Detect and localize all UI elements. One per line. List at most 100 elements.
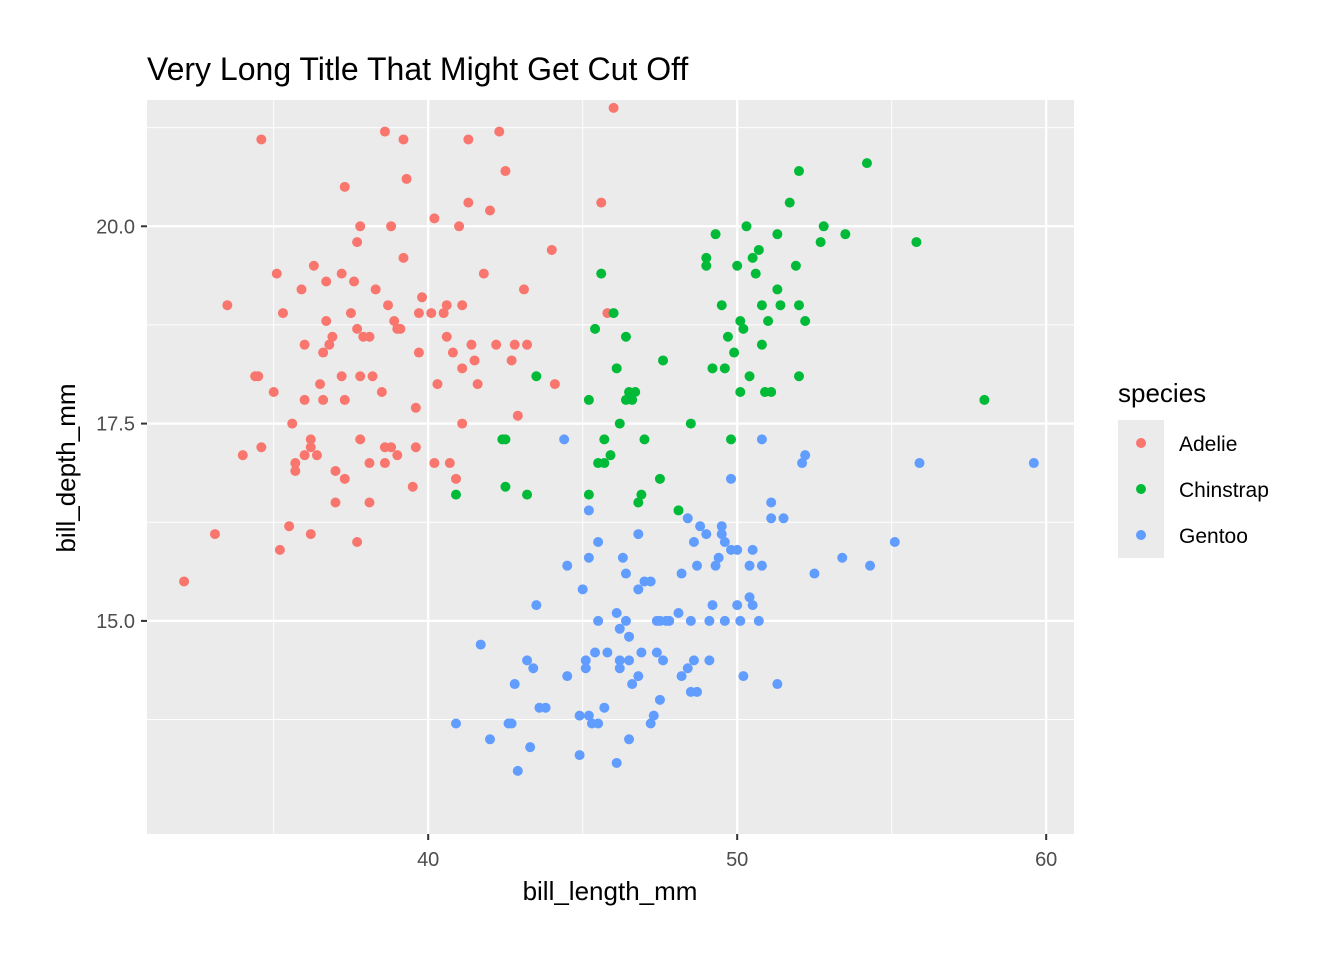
data-point [707,363,718,374]
data-point [540,702,551,713]
data-point [324,339,335,350]
series-adelie [179,102,619,587]
data-point [454,221,465,232]
data-point [763,315,774,326]
data-point [747,544,758,555]
data-point [685,418,696,429]
data-point [633,529,644,540]
data-point [305,434,316,445]
data-point [633,671,644,682]
data-point [345,308,356,319]
data-point [352,323,363,334]
data-point [478,268,489,279]
data-point [364,331,375,342]
data-point [648,710,659,721]
data-point [692,560,703,571]
data-point [747,252,758,263]
data-point [695,521,706,532]
major-gridlines [147,100,1074,834]
data-point [290,465,301,476]
data-point [336,371,347,382]
data-point [457,300,468,311]
y-axis-title: bill_depth_mm [51,383,81,552]
data-point [716,529,727,540]
legend-label-chinstrap: Chinstrap [1179,479,1269,502]
data-point [596,197,607,208]
data-point [914,458,925,469]
data-point [744,371,755,382]
data-point [707,600,718,611]
data-point [599,702,610,713]
data-point [417,292,428,303]
x-tick-label: 60 [1035,849,1057,871]
data-point [630,387,641,398]
data-point [624,655,635,666]
data-point [444,458,455,469]
data-point [614,663,625,674]
data-point [469,355,480,366]
data-point [704,655,715,666]
data-point [766,387,777,398]
minor-gridlines [147,100,1074,834]
data-point [398,252,409,263]
data-point [593,536,604,547]
data-point [528,663,539,674]
data-point [673,608,684,619]
data-point [688,655,699,666]
data-point [222,300,233,311]
data-point [627,679,638,690]
chart-title: Very Long Title That Might Get Cut Off [147,51,688,87]
data-point [664,615,675,626]
data-point [318,394,329,405]
data-point [911,237,922,248]
data-point [747,600,758,611]
data-point [274,544,285,555]
data-point [447,347,458,358]
data-point [376,387,387,398]
data-point [732,260,743,271]
legend-key-adelie [1136,438,1146,448]
data-point [766,513,777,524]
legend: species Adelie Chinstrap Gentoo [1118,378,1269,558]
data-point [574,750,585,761]
data-point [741,221,752,232]
data-point [410,402,421,413]
data-point [506,718,517,729]
data-point [701,252,712,263]
data-point [562,671,573,682]
data-point [484,734,495,745]
data-point [509,339,520,350]
data-point [321,276,332,287]
data-point [522,655,533,666]
data-point [583,505,594,516]
data-point [861,158,872,169]
data-point [685,615,696,626]
legend-title: species [1118,378,1206,408]
y-axis-ticks: 15.0 17.5 20.0 [96,216,147,633]
data-point [491,339,502,350]
data-point [756,300,767,311]
data-point [256,442,267,453]
legend-key-gentoo [1136,530,1146,540]
data-point [386,221,397,232]
x-axis-title: bill_length_mm [523,876,698,906]
data-point [364,458,375,469]
data-point [284,521,295,532]
data-point [549,379,560,390]
data-point [726,473,737,484]
data-point [451,473,461,484]
data-point [500,166,511,177]
data-point [756,434,767,445]
data-point [441,300,452,311]
data-point [701,529,712,540]
data-point [299,339,310,350]
data-point [722,331,733,342]
data-point [818,221,829,232]
data-point [451,489,461,500]
legend-key-chinstrap [1136,484,1146,494]
data-point [457,418,468,429]
data-point [784,197,795,208]
data-point [277,308,288,319]
data-point [308,260,319,271]
